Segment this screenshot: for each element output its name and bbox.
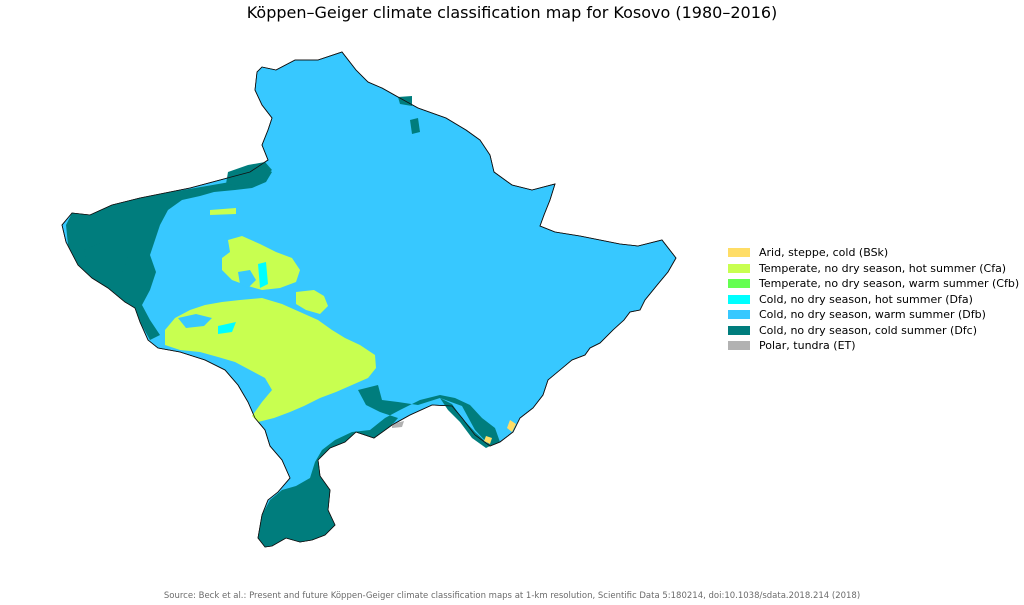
region-dfc-west	[66, 166, 272, 340]
legend-item-bsk: Arid, steppe, cold (BSk)	[728, 245, 1019, 261]
legend-swatch	[728, 248, 750, 258]
region-dfb	[61, 51, 677, 548]
legend-label: Cold, no dry season, warm summer (Dfb)	[759, 308, 986, 322]
legend-swatch	[728, 263, 750, 273]
legend-item-cfa: Temperate, no dry season, hot summer (Cf…	[728, 261, 1019, 277]
legend-label: Cold, no dry season, hot summer (Dfa)	[759, 292, 973, 306]
legend-label: Polar, tundra (ET)	[759, 339, 856, 353]
legend-item-et: Polar, tundra (ET)	[728, 338, 1019, 354]
legend-swatch	[728, 325, 750, 335]
region-dfa-2	[218, 322, 236, 334]
region-bsk	[507, 420, 516, 432]
region-bsk-2	[484, 436, 492, 444]
region-dfb-hole-1	[178, 314, 212, 328]
region-dfb-hole-2	[238, 270, 256, 288]
legend: Arid, steppe, cold (BSk) Temperate, no d…	[728, 245, 1019, 354]
legend-label: Arid, steppe, cold (BSk)	[759, 246, 889, 260]
legend-item-dfb: Cold, no dry season, warm summer (Dfb)	[728, 307, 1019, 323]
legend-label: Cold, no dry season, cold summer (Dfc)	[759, 323, 978, 337]
legend-item-dfa: Cold, no dry season, hot summer (Dfa)	[728, 292, 1019, 308]
region-dfc-north-2	[410, 118, 420, 134]
region-dfc-south	[258, 385, 500, 547]
region-dfc-west-inner	[84, 243, 128, 288]
legend-swatch	[728, 341, 750, 351]
legend-swatch	[728, 279, 750, 289]
region-et	[392, 421, 404, 428]
legend-item-cfb: Temperate, no dry season, warm summer (C…	[728, 276, 1019, 292]
map-title: Köppen–Geiger climate classification map…	[246, 3, 778, 22]
legend-label: Temperate, no dry season, hot summer (Cf…	[759, 261, 1007, 275]
region-cfa-strip	[210, 208, 236, 215]
region-cfa	[165, 298, 376, 422]
legend-swatch	[728, 294, 750, 304]
region-cfa-ne	[296, 290, 328, 314]
region-dfa	[258, 262, 268, 288]
legend-swatch	[728, 310, 750, 320]
region-dfc-southeast	[440, 398, 490, 448]
legend-label: Temperate, no dry season, warm summer (C…	[759, 277, 1020, 291]
kosovo-border	[61, 51, 677, 548]
region-dfc-nw	[226, 162, 272, 186]
legend-item-dfc: Cold, no dry season, cold summer (Dfc)	[728, 323, 1019, 339]
source-citation: Source: Beck et al.: Present and future …	[163, 591, 861, 601]
